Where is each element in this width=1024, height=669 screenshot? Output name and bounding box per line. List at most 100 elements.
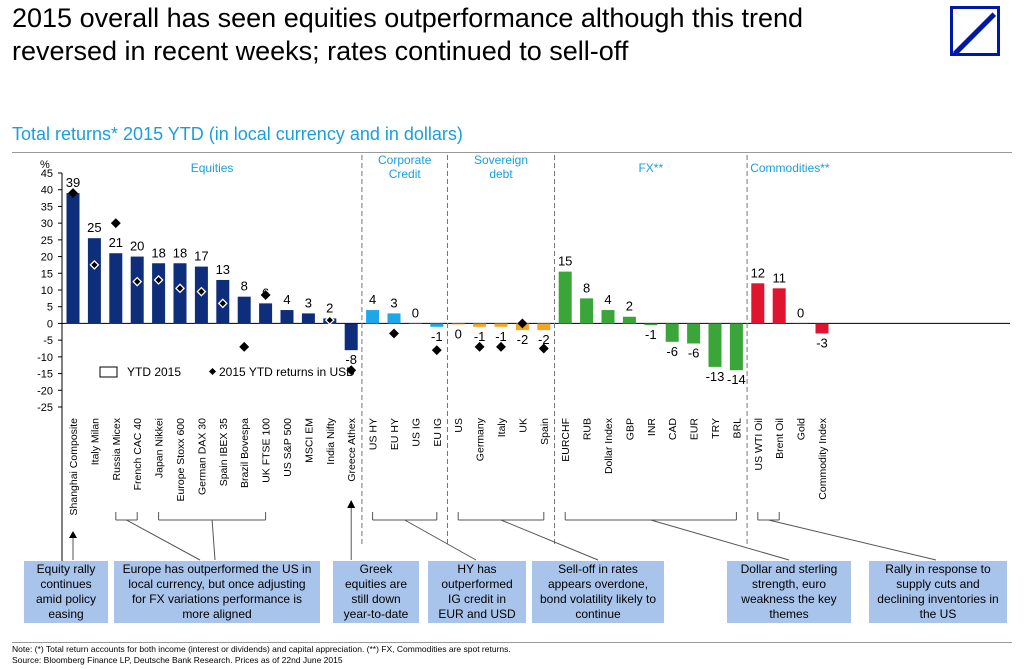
y-tick-label: 30: [41, 218, 53, 230]
data-label-msci-em: 3: [305, 295, 312, 310]
bar-eurchf: [558, 271, 572, 324]
group-header-corporate-credit: Corporate: [378, 153, 432, 167]
subtitle-divider: [12, 152, 1012, 153]
data-label-eu-ig: -1: [431, 329, 443, 344]
bar-greece-athex: [344, 323, 358, 351]
data-label-cad: -6: [666, 344, 678, 359]
bar-gold: [794, 323, 808, 325]
data-label-europe-stoxx-600: 18: [173, 245, 187, 260]
usd-marker-russia-micex: [110, 218, 121, 229]
bar-spain: [537, 323, 551, 331]
group-header-sovereign-debt: debt: [489, 167, 513, 181]
bar-japan-nikkei: [152, 263, 166, 324]
data-label-us-hy: 4: [369, 292, 376, 307]
data-label-dollar-index: 4: [604, 292, 611, 307]
category-label-us: US: [453, 418, 465, 433]
deutsche-bank-logo: [950, 6, 1000, 56]
connector-europe: [126, 519, 201, 561]
group-header-equities: Equities: [191, 161, 234, 175]
data-label-brent-oil: 11: [772, 270, 786, 285]
category-label-try: TRY: [710, 418, 722, 439]
category-label-uk-ftse-100: UK FTSE 100: [261, 418, 273, 483]
data-label-uk: -2: [517, 332, 529, 347]
usd-marker-brazil-bovespa: [239, 341, 250, 352]
callout-equity-rally: Equity rally continues amid policy easin…: [24, 561, 108, 623]
data-label-commodity-index: -3: [816, 335, 828, 350]
data-label-us-ig: 0: [412, 305, 419, 320]
usd-marker-core-spain-ibex-35: [219, 300, 226, 307]
bar-cad: [665, 323, 679, 342]
usd-marker-uk: [517, 318, 528, 329]
category-label-japan-nikkei: Japan Nikkei: [154, 418, 166, 478]
bar-eur: [687, 323, 701, 344]
y-tick-label: -20: [37, 385, 53, 397]
data-label-brl: -14: [727, 372, 746, 387]
returns-chart: %454035302520151050-5-10-15-20-25Equitie…: [37, 153, 1010, 568]
bar-us-ig: [408, 323, 422, 325]
y-tick-label: 20: [41, 252, 53, 264]
footnote-note: Note: (*) Total return accounts for both…: [12, 644, 511, 654]
bar-brl: [729, 323, 743, 371]
data-label-try: -13: [706, 369, 725, 384]
category-label-msci-em: MSCI EM: [303, 418, 315, 463]
category-label-spain: Spain: [539, 418, 551, 445]
y-tick-label: -10: [37, 352, 53, 364]
bar-try: [708, 323, 722, 367]
category-label-eu-ig: EU IG: [432, 418, 444, 447]
y-tick-label: -15: [37, 369, 53, 381]
category-label-india-nifty: India Nifty: [325, 417, 337, 464]
category-label-us-ig: US IG: [410, 418, 422, 447]
data-label-italy-milan: 25: [87, 220, 101, 235]
category-label-brazil-bovespa: Brazil Bovespa: [239, 418, 251, 488]
data-label-eurchf: 15: [558, 254, 572, 269]
category-label-eur: EUR: [689, 418, 701, 441]
data-label-gold: 0: [797, 305, 804, 320]
legend-marker-label: 2015 YTD returns in USD: [219, 365, 355, 379]
bar-europe-stoxx-600: [173, 263, 187, 324]
bar-commodity-index: [815, 323, 829, 334]
category-label-gold: Gold: [796, 418, 808, 440]
arrow-up-icon: [347, 500, 356, 508]
usd-marker-core-french-cac-40: [134, 278, 141, 285]
callout-hy-credit: HY has outperformed IG credit in EUR and…: [428, 561, 526, 623]
category-label-us-s-p-500: US S&P 500: [282, 418, 294, 477]
usd-marker-italy: [496, 341, 506, 352]
category-label-greece-athex: Greece Athex: [346, 417, 358, 481]
connector-credit: [404, 519, 477, 561]
category-label-eurchf: EURCHF: [560, 418, 572, 462]
category-label-us-hy: US HY: [368, 418, 380, 450]
bar-dollar-index: [601, 310, 615, 324]
data-label-italy: -1: [495, 329, 507, 344]
bar-rub: [580, 298, 594, 324]
usd-marker-uk-ftse-100: [260, 290, 271, 300]
callout-europe-outperformed: Europe has outperformed the US in local …: [114, 561, 320, 623]
bar-inr: [644, 323, 658, 326]
category-label-italy-milan: Italy Milan: [89, 418, 101, 465]
data-label-us-s-p-500: 4: [283, 292, 290, 307]
y-tick-label: 25: [41, 235, 53, 247]
group-header-fx: FX**: [638, 161, 663, 175]
usd-marker-shanghai-composite: [68, 188, 78, 199]
group-header-commodities: Commodities**: [750, 161, 830, 175]
y-tick-label: 0: [47, 318, 53, 330]
y-tick-label: -5: [43, 335, 53, 347]
category-label-brl: BRL: [731, 418, 743, 439]
y-axis-label: %: [40, 159, 50, 171]
data-label-us-wti-oil: 12: [751, 265, 765, 280]
page-title: 2015 overall has seen equities outperfor…: [12, 3, 804, 66]
category-label-gbp: GBP: [624, 418, 636, 440]
footnote-source: Source: Bloomberg Finance LP, Deutsche B…: [12, 655, 343, 665]
category-label-uk: UK: [517, 418, 529, 433]
bar-italy: [494, 323, 508, 327]
bar-eu-hy: [387, 313, 401, 324]
group-header-sovereign-debt: Sovereign: [474, 153, 528, 167]
category-label-commodity-index: Commodity Index: [817, 417, 829, 499]
usd-marker-eu-ig: [431, 345, 442, 356]
category-label-italy: Italy: [496, 417, 508, 437]
bar-msci-em: [301, 313, 315, 324]
data-label-india-nifty: 2: [326, 300, 333, 315]
data-label-eu-hy: 3: [390, 295, 397, 310]
category-label-inr: INR: [646, 418, 658, 437]
category-label-dollar-index: Dollar Index: [603, 417, 615, 474]
category-label-russia-micex: Russia Micex: [111, 417, 123, 480]
